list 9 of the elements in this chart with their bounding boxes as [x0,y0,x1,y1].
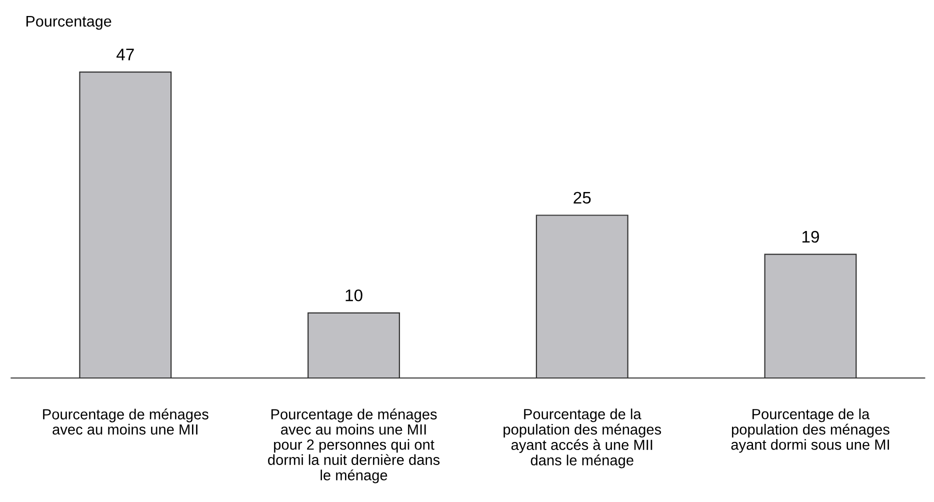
x-tick-label: Pourcentage de ménages avec au moins une MII pour 2 personnes qui ont dormi la nuit dernière dans le ménage [268,408,440,484]
data-label: 10 [346,289,362,302]
y-axis-title: Pourcentage [26,16,112,30]
x-tick-label: Pourcentage de la population des ménages ayant dormi sous une MI [731,408,890,453]
data-label: 19 [802,230,819,243]
x-tick-label: Pourcentage de ménages avec au moins une MII [43,408,208,435]
data-label: 47 [116,48,134,60]
x-tick-label: Pourcentage de la population des ménages ayant accés à une MII dans le ménage [504,408,662,468]
data-label: 25 [574,192,591,204]
